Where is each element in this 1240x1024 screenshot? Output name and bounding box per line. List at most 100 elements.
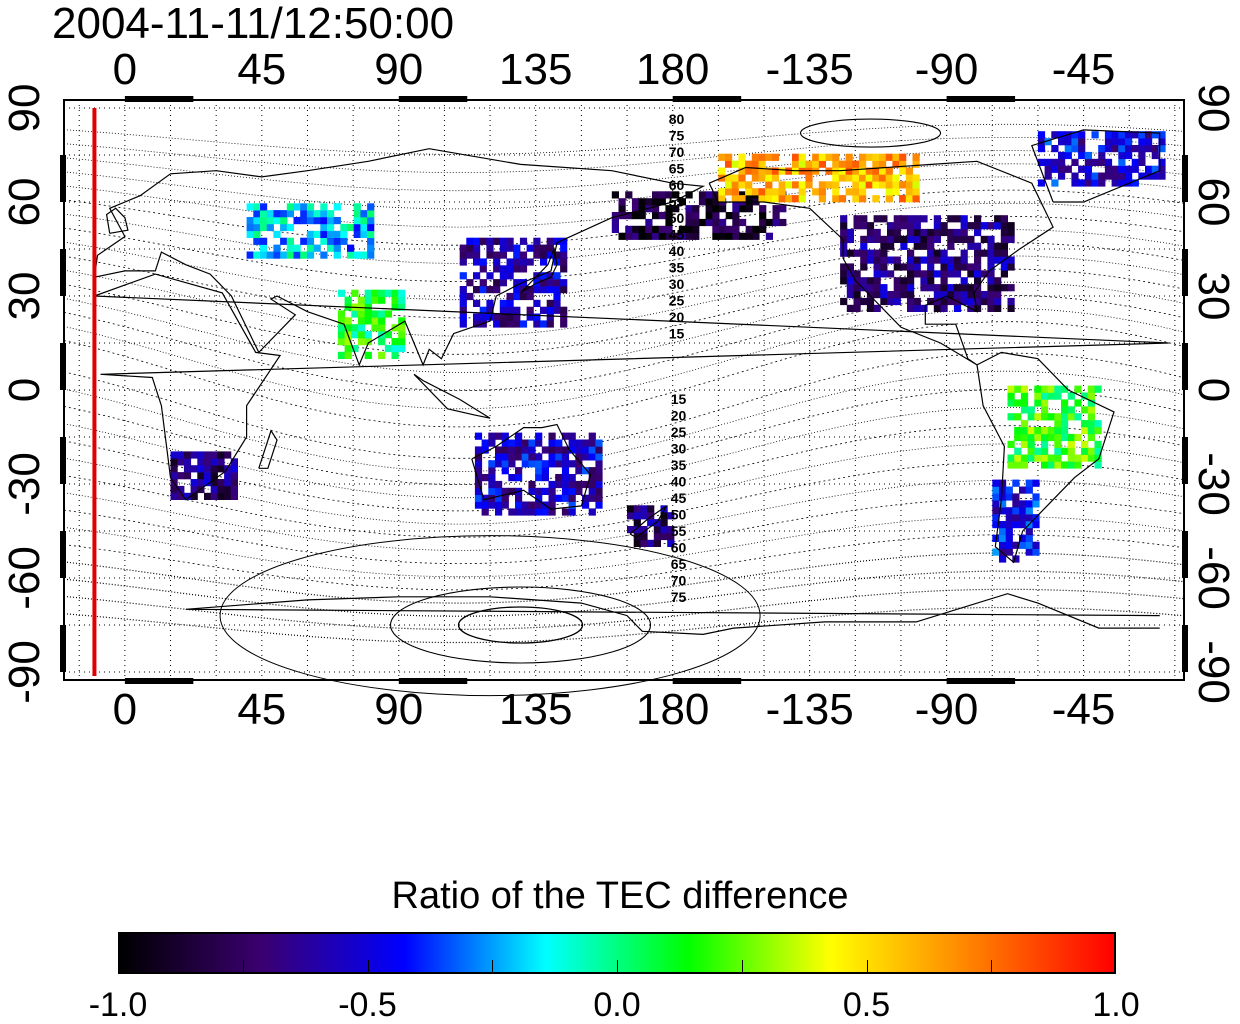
tec-cell	[685, 218, 693, 227]
tec-cell	[1019, 500, 1027, 508]
tec-cell	[907, 304, 915, 312]
tec-cell	[667, 532, 675, 541]
tec-cell	[1074, 413, 1082, 421]
tec-cell	[1087, 392, 1095, 400]
tec-cell	[515, 432, 523, 440]
tec-cell	[548, 432, 556, 440]
tec-cell	[1131, 158, 1139, 166]
contour-label-north: 25	[669, 293, 685, 309]
tec-cell	[582, 480, 590, 489]
frame-tick-right	[1182, 343, 1188, 390]
tec-cell	[900, 284, 908, 292]
tec-cell	[731, 181, 739, 189]
tec-cell	[658, 212, 666, 220]
tec-cell	[197, 458, 205, 466]
tec-cell	[553, 286, 561, 294]
south-pole-contour	[389, 586, 652, 664]
tec-cell	[1118, 158, 1126, 166]
tec-cell	[1111, 165, 1119, 173]
tec-cell	[672, 191, 680, 199]
tec-cell	[1054, 454, 1062, 462]
frame-tick-bottom	[398, 678, 468, 684]
tec-cell	[499, 251, 507, 259]
tec-cell	[568, 508, 576, 516]
tec-cell	[631, 232, 640, 240]
tec-cell	[1032, 500, 1040, 508]
frame-tick-top	[946, 96, 1016, 102]
tec-cell	[1054, 413, 1062, 421]
tec-cell	[535, 494, 543, 502]
tec-cell	[738, 174, 746, 182]
tec-cell	[588, 432, 596, 440]
tec-cell	[1118, 131, 1126, 139]
tec-cell	[765, 195, 773, 203]
tec-cell	[506, 237, 514, 245]
tec-cell	[892, 153, 900, 161]
tec-cell	[860, 297, 868, 306]
colorbar-label: 1.0	[1092, 986, 1140, 1024]
tec-cell	[210, 485, 218, 494]
tec-cell	[344, 324, 352, 332]
contour-label-north: 20	[669, 309, 685, 325]
tec-cell	[273, 217, 281, 225]
tec-cell	[947, 242, 955, 250]
tec-cell	[1081, 392, 1089, 400]
tec-cell	[1032, 548, 1040, 556]
tec-cell	[474, 487, 483, 495]
tec-cell	[260, 244, 268, 252]
tec-cell	[885, 188, 893, 196]
tec-cell	[1071, 131, 1079, 139]
tec-cell	[1131, 131, 1139, 139]
tec-cell	[333, 203, 341, 211]
tick-label: 180	[635, 45, 710, 94]
tick-label: -135	[765, 685, 854, 734]
tec-cell	[992, 479, 1000, 487]
tec-cell	[459, 320, 467, 328]
tec-cell	[846, 270, 854, 278]
tec-cell	[1007, 440, 1015, 448]
tec-cell	[595, 501, 603, 509]
contour-label-north: 50	[669, 210, 685, 226]
tec-cell	[658, 225, 666, 233]
tec-cell	[210, 458, 218, 466]
tec-cell	[1084, 165, 1092, 173]
tec-cell	[493, 251, 501, 259]
tec-cell	[752, 232, 760, 240]
tec-cell	[533, 286, 541, 294]
tec-cell	[785, 181, 793, 189]
tec-cell	[473, 258, 481, 266]
coastline	[520, 246, 558, 294]
tec-cell	[865, 174, 873, 182]
tec-cell	[1087, 447, 1095, 455]
tec-cell	[692, 225, 700, 233]
tec-cell	[1131, 145, 1139, 153]
tec-cell	[353, 210, 361, 218]
tec-cell	[660, 512, 668, 520]
tec-cell	[528, 446, 536, 454]
tec-cell	[947, 256, 955, 264]
tec-cell	[333, 251, 341, 259]
tec-cell	[887, 228, 895, 237]
tec-cell	[1074, 385, 1082, 393]
tec-cell	[391, 344, 399, 353]
tec-cell	[493, 279, 501, 287]
tec-cell	[994, 215, 1002, 223]
tec-cell	[493, 258, 501, 266]
tec-cell	[1087, 454, 1095, 462]
tec-cell	[745, 232, 753, 240]
tec-cell	[860, 215, 868, 223]
tec-cell	[459, 306, 467, 314]
tec-cell	[306, 251, 315, 259]
tec-cell	[488, 501, 496, 509]
tec-cell	[378, 351, 386, 359]
tec-cell	[953, 256, 962, 264]
tec-cell	[853, 215, 861, 223]
tec-cell	[778, 188, 786, 196]
tec-cell	[1014, 427, 1022, 435]
tec-cell	[653, 532, 661, 541]
tec-cell	[873, 284, 881, 292]
tec-cell	[367, 210, 375, 218]
tec-cell	[927, 270, 935, 278]
tec-cell	[1047, 392, 1055, 400]
tec-cell	[459, 313, 467, 321]
